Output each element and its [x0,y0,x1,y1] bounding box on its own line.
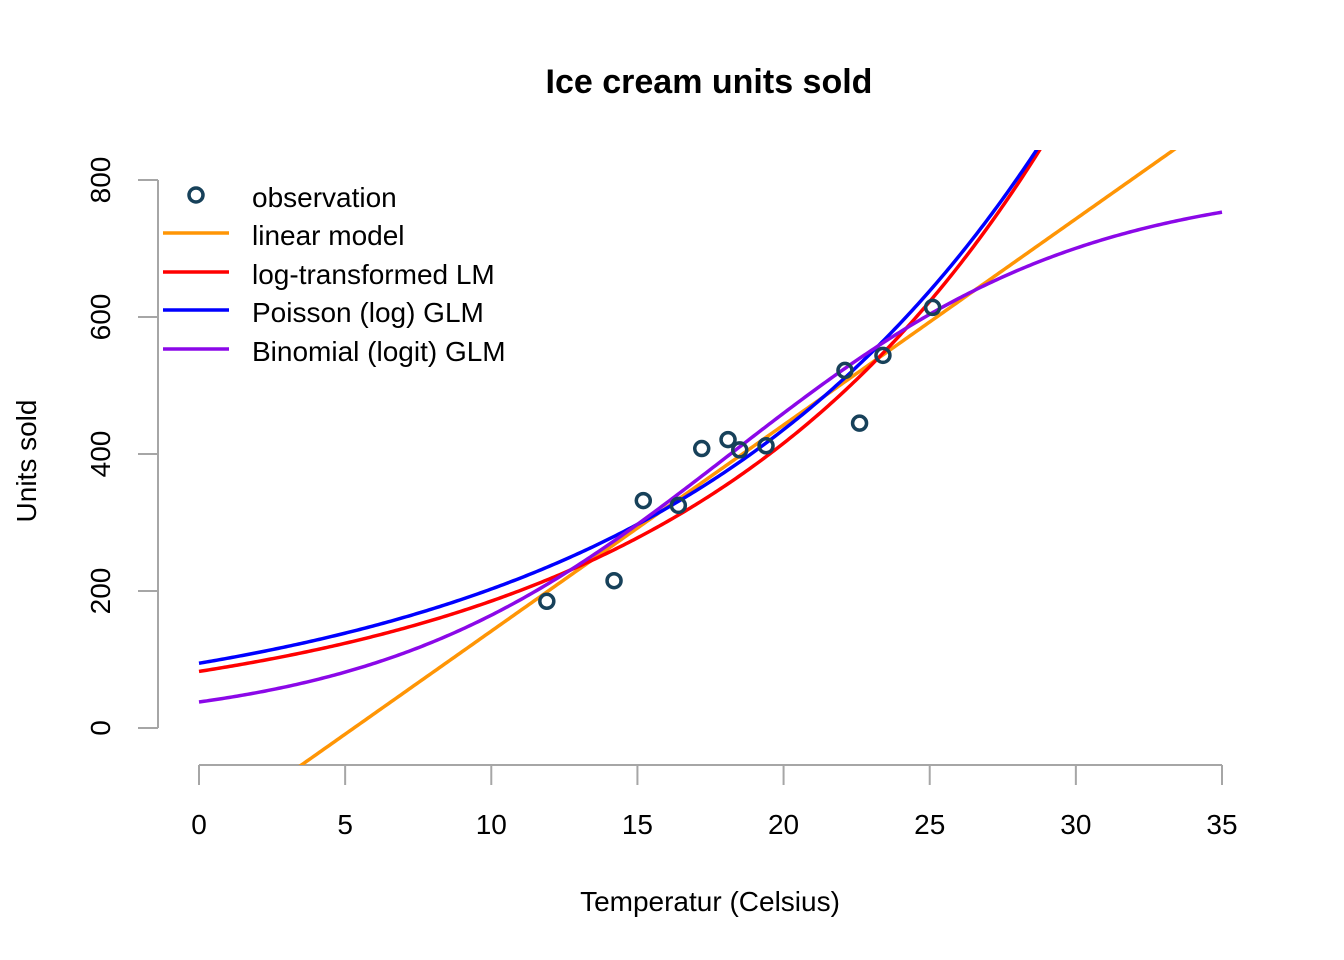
series-line-0 [298,150,1177,765]
x-tick-label: 15 [622,809,653,840]
series-line-2 [198,150,1039,665]
x-tick-label: 30 [1060,809,1091,840]
observation-point [874,346,892,365]
observation-point [836,361,854,380]
y-axis: 0 200 400 600 800 [85,157,159,736]
observation-point [757,437,775,455]
legend-label: linear model [252,220,405,251]
x-axis: 0 5 10 15 20 25 30 35 [191,764,1238,840]
observation-point [692,439,711,458]
observation-point [730,441,749,459]
x-axis-label: Temperatur (Celsius) [580,886,840,917]
x-tick-label: 35 [1206,809,1237,840]
observation-points [538,298,942,611]
y-tick-label: 200 [85,568,116,615]
chart-title: Ice cream units sold [546,63,873,101]
legend-label: observation [252,182,397,213]
y-tick-label: 0 [85,720,116,736]
x-tick-label: 20 [768,809,799,840]
observation-point [634,491,653,510]
y-tick-label: 600 [85,294,116,341]
x-tick-label: 10 [476,809,507,840]
legend-label: Poisson (log) GLM [252,297,484,328]
legend-label: log-transformed LM [252,259,495,290]
legend-observation-marker [187,186,205,204]
observation-point [605,571,623,590]
legend: observation linear model log-transformed L… [163,182,506,367]
observation-point [850,414,869,432]
observation-point [923,298,942,317]
y-axis-label: Units sold [11,400,42,523]
x-tick-label: 0 [191,809,207,840]
observation-point [719,430,737,449]
series-lines [198,150,1223,765]
observation-point [538,592,556,611]
series-line-3 [198,210,1223,704]
x-tick-label: 5 [337,809,353,840]
x-tick-label: 25 [914,809,945,840]
y-tick-label: 400 [85,431,116,478]
series-line-1 [198,150,1042,674]
legend-label: Binomial (logit) GLM [252,336,506,367]
observation-point [669,496,688,515]
y-tick-label: 800 [85,157,116,204]
